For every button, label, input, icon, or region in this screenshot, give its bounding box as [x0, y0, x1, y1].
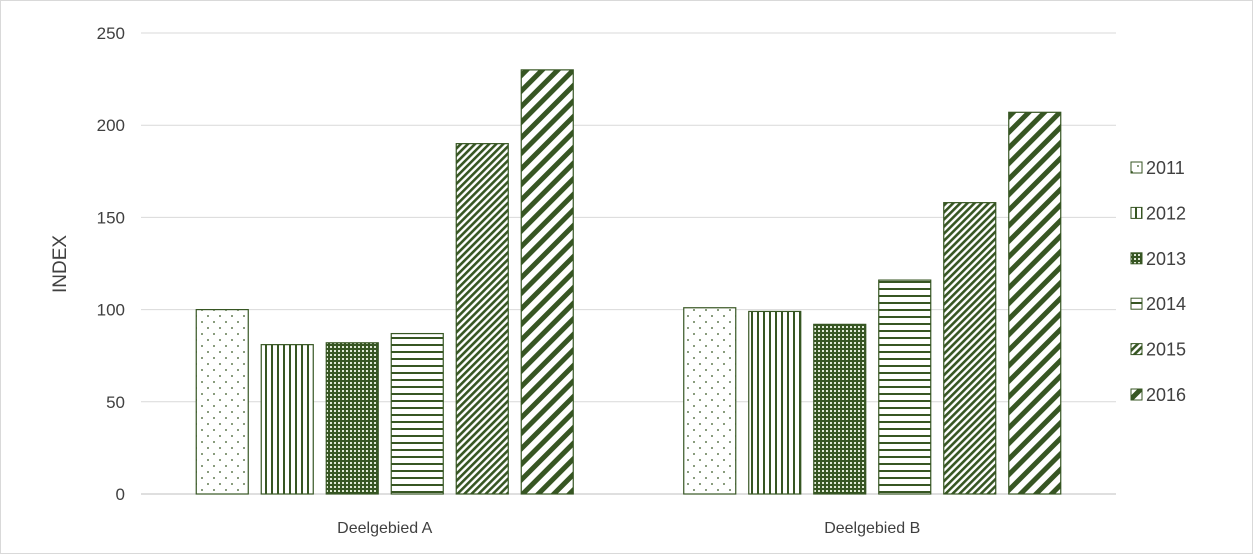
legend-swatch: [1130, 161, 1143, 174]
legend-label: 2011: [1146, 158, 1185, 178]
y-tick-label: 50: [106, 393, 125, 412]
legend-label: 2012: [1146, 203, 1186, 223]
bar-2012-b: [748, 310, 802, 495]
legend-swatch: [1130, 297, 1143, 310]
bar-2011-b: [683, 307, 737, 495]
legend-label: 2014: [1146, 294, 1186, 314]
bar-2013-b: [813, 323, 867, 495]
y-tick-label: 250: [97, 24, 125, 43]
legend-swatch: [1130, 252, 1143, 265]
bar-2016-b: [1008, 111, 1062, 495]
y-tick-label: 200: [97, 116, 125, 135]
bar-2015-b: [943, 202, 997, 495]
x-category-label: Deelgebied B: [824, 520, 920, 537]
bar-2012-a: [260, 344, 314, 495]
legend-swatch: [1130, 388, 1143, 401]
legend-label: 2015: [1146, 340, 1186, 360]
bar-2015-a: [455, 143, 509, 495]
legend-swatch: [1130, 206, 1143, 219]
bar-2013-a: [325, 342, 379, 495]
y-axis-title: INDEX: [50, 235, 71, 293]
bars: [195, 69, 1062, 495]
legend-swatch: [1130, 343, 1143, 356]
legend: 2011 2012 2013 2014 2015 2016: [1130, 158, 1186, 405]
legend-label: 2013: [1146, 249, 1186, 269]
bar-2014-a: [390, 332, 444, 495]
y-tick-label: 0: [116, 485, 125, 504]
x-category-label: Deelgebied A: [337, 520, 433, 537]
bar-2014-b: [878, 279, 932, 495]
bar-2011-a: [195, 309, 249, 495]
bar-2016-a: [520, 69, 574, 495]
y-tick-label: 100: [97, 301, 125, 320]
legend-label: 2016: [1146, 385, 1186, 405]
y-tick-label: 150: [97, 208, 125, 227]
